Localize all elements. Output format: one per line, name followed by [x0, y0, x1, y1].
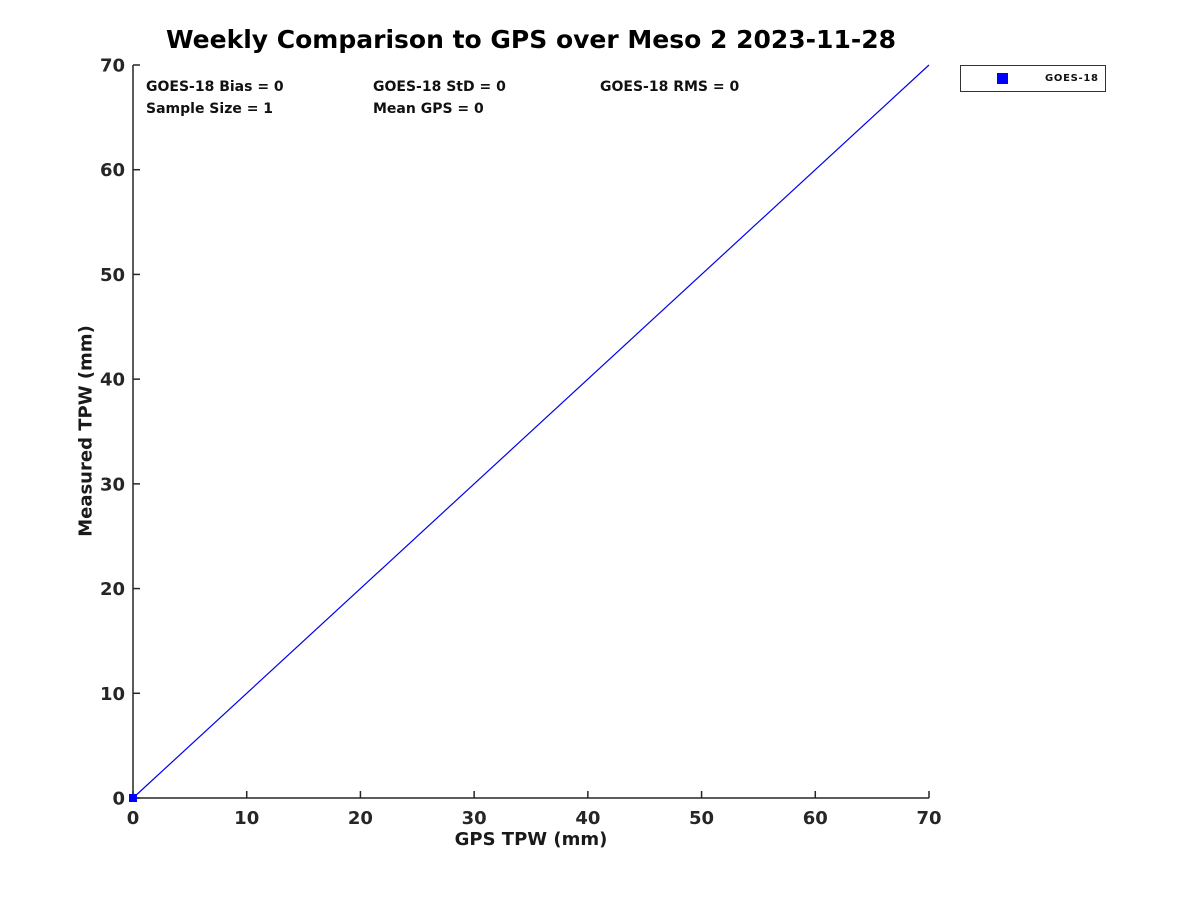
- y-tick-label: 60: [100, 160, 125, 181]
- legend-label: GOES-18: [1045, 73, 1099, 84]
- y-tick-label: 20: [100, 579, 125, 600]
- legend: GOES-18: [960, 65, 1106, 92]
- chart-title: Weekly Comparison to GPS over Meso 2 202…: [165, 25, 897, 54]
- y-axis-label: Measured TPW (mm): [75, 325, 97, 537]
- x-tick-label: 10: [234, 808, 259, 829]
- x-tick-label: 60: [803, 808, 828, 829]
- x-tick-label: 20: [348, 808, 373, 829]
- y-tick-label: 30: [100, 474, 125, 495]
- legend-marker-square-icon: [997, 73, 1008, 84]
- y-tick-label: 70: [100, 56, 125, 77]
- x-tick-label: 40: [575, 808, 600, 829]
- y-tick-label: 40: [100, 370, 125, 391]
- x-tick-label: 50: [689, 808, 714, 829]
- annotation-mean-gps: Mean GPS = 0: [373, 101, 484, 117]
- y-tick-label: 50: [100, 265, 125, 286]
- x-tick-label: 70: [916, 808, 941, 829]
- annotation-std: GOES-18 StD = 0: [373, 79, 506, 95]
- x-tick-label: 0: [127, 808, 140, 829]
- y-tick-label: 0: [112, 789, 125, 810]
- data-point-GOES-18: [129, 794, 137, 802]
- y-tick-label: 10: [100, 684, 125, 705]
- annotation-bias: GOES-18 Bias = 0: [146, 79, 284, 95]
- annotation-rms: GOES-18 RMS = 0: [600, 79, 740, 95]
- series-diagonal-line: [132, 64, 930, 799]
- annotation-sample-size: Sample Size = 1: [146, 101, 274, 117]
- x-tick-label: 30: [462, 808, 487, 829]
- x-axis-label: GPS TPW (mm): [454, 829, 608, 850]
